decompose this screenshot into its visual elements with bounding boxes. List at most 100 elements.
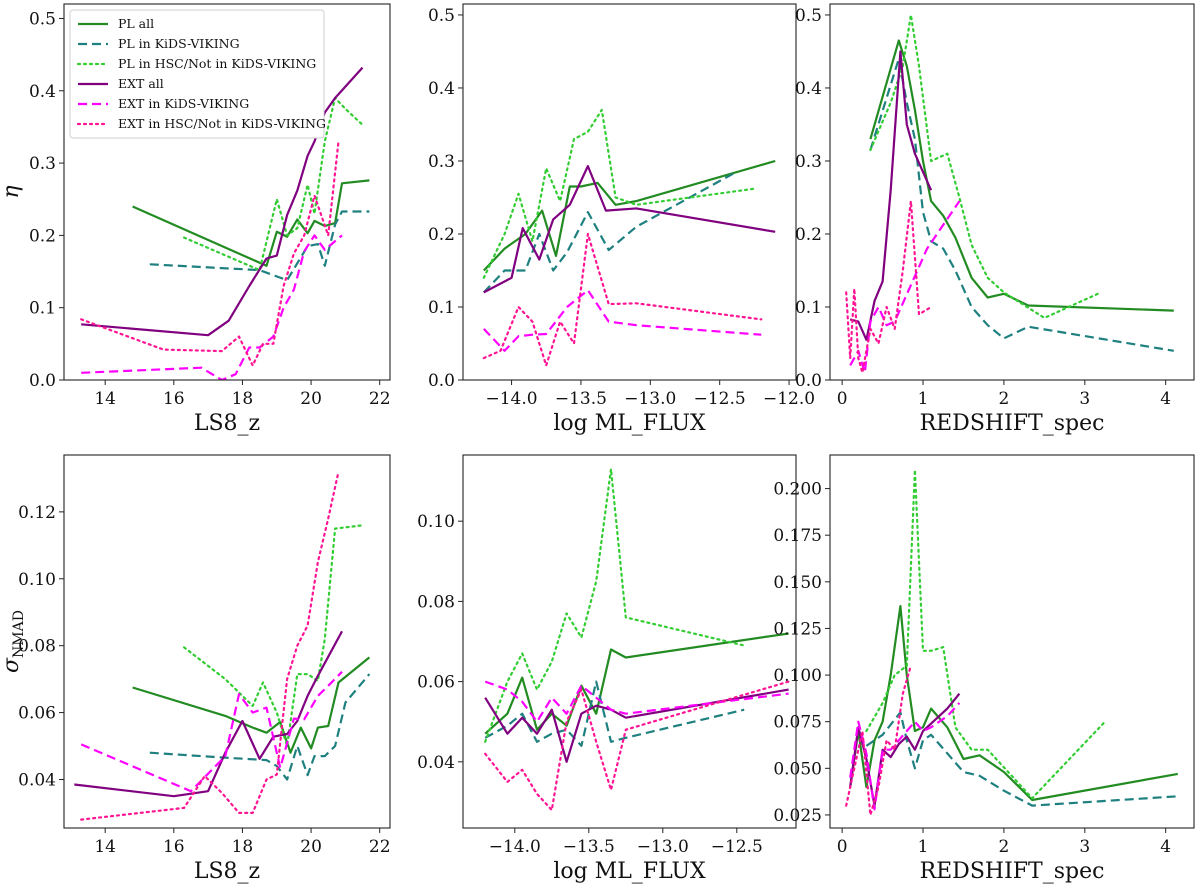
- y-tick-label: 0.5: [29, 9, 56, 29]
- y-tick-label: 0.0: [29, 371, 56, 391]
- x-axis-label: REDSHIFT_spec: [920, 859, 1105, 884]
- x-axis-label: log ML_FLUX: [553, 859, 706, 884]
- y-axis-label: η: [0, 185, 24, 198]
- y-axis-label: σNMAD: [0, 610, 27, 673]
- y-tick-label: 0.125: [773, 619, 822, 639]
- panel-top-middle: −14.0 −13.5 −13.0 −12.5 −12.0 0.0 0.1 0.2 0.3 0.4…: [428, 3, 815, 436]
- series-line-pl-in-kids-viking: [484, 680, 745, 747]
- y-tick-label: 0.2: [29, 226, 56, 246]
- axes-frame: [462, 454, 797, 829]
- y-tick-label: 0.1: [428, 298, 455, 318]
- panel-bottom-left: 14 16 18 20 22 0.04 0.06 0.08 0.10 0.12 LS8_z σNMAD: [0, 454, 391, 884]
- x-tick-label: 1: [918, 837, 929, 857]
- series-line-pl-in-hsc-not-in-kids-viking: [869, 13, 1103, 319]
- series-line-ext-in-hsc-not-in-kids-viking: [845, 664, 913, 817]
- x-tick-label: 14: [94, 389, 116, 409]
- series-line-ext-all: [74, 630, 343, 798]
- series-group: [845, 13, 1174, 374]
- y-tick-label: 0.08: [18, 637, 56, 657]
- series-line-ext-all: [849, 50, 933, 341]
- x-tick-label: 4: [1160, 837, 1171, 857]
- y-tick-label: 0.200: [773, 480, 822, 500]
- legend-item-ext-in-hsc-not-in-kids-viking: EXT in HSC/Not in KiDS-VIKING: [76, 116, 326, 131]
- y-tick-label: 0.0: [795, 371, 822, 391]
- series-group: [482, 108, 776, 367]
- x-tick-label: 22: [369, 837, 391, 857]
- legend-label: PL all: [118, 16, 154, 31]
- series-line-ext-in-kids-viking: [484, 680, 789, 723]
- y-tick-label: 0.3: [795, 152, 822, 172]
- y-tick-label: 0.0: [428, 371, 455, 391]
- series-line-pl-all: [849, 604, 1178, 802]
- legend-item-pl-in-hsc-not-in-kids-viking: PL in HSC/Not in KiDS-VIKING: [76, 56, 316, 71]
- x-tick-label: −13.0: [624, 389, 676, 409]
- y-tick-label: 0.5: [795, 6, 822, 26]
- y-tick-label: 0.06: [18, 704, 56, 724]
- series-line-pl-in-kids-viking: [869, 57, 1174, 352]
- x-tick-label: −12.5: [711, 837, 763, 857]
- x-tick-label: 2: [998, 389, 1009, 409]
- series-group: [484, 467, 790, 812]
- y-tick-label: 0.04: [417, 753, 455, 773]
- y-tick-label: 0.12: [18, 503, 56, 523]
- legend: PL all PL in KiDS-VIKING PL in HSC/Not in …: [69, 9, 326, 139]
- series-line-pl-in-hsc-not-in-kids-viking: [484, 467, 746, 743]
- x-tick-label: −12.0: [763, 389, 815, 409]
- y-tick-label: 0.4: [29, 82, 56, 102]
- y-tick-label: 0.06: [417, 673, 455, 693]
- x-tick-label: 2: [998, 837, 1009, 857]
- x-tick-label: 3: [1079, 389, 1090, 409]
- y-tick-label: 0.3: [29, 154, 56, 174]
- x-tick-label: 3: [1079, 837, 1090, 857]
- legend-item-ext-in-kids-viking: EXT in KiDS-VIKING: [78, 96, 249, 111]
- y-tick-label: 0.1: [29, 299, 56, 319]
- x-tick-label: 0: [837, 389, 848, 409]
- y-tick-label: 0.150: [773, 573, 822, 593]
- panel-top-right: 0 1 2 3 4 0.0 0.1 0.2 0.3 0.4 0.5 REDSHIFT_spec: [795, 3, 1195, 436]
- series-group: [845, 468, 1178, 817]
- legend-box: [69, 9, 325, 139]
- axes-frame: [63, 454, 391, 829]
- series-line-pl-all: [132, 656, 371, 754]
- x-tick-label: −14.0: [489, 837, 541, 857]
- series-group: [80, 66, 370, 380]
- axes-frame: [829, 3, 1195, 381]
- series-line-pl-all: [869, 39, 1174, 312]
- series-line-pl-in-hsc-not-in-kids-viking: [865, 468, 1107, 800]
- series-line-ext-in-hsc-not-in-kids-viking: [80, 470, 340, 821]
- y-tick-label: 0.1: [795, 298, 822, 318]
- y-tick-label: 0.050: [773, 759, 822, 779]
- y-tick-label: 0.100: [773, 666, 822, 686]
- series-line-ext-in-kids-viking: [849, 702, 961, 811]
- series-line-pl-in-hsc-not-in-kids-viking: [183, 96, 364, 272]
- series-line-ext-all: [81, 66, 364, 337]
- legend-label: PL in KiDS-VIKING: [118, 36, 240, 51]
- x-tick-label: −13.5: [563, 837, 615, 857]
- legend-label: EXT all: [118, 76, 164, 91]
- y-tick-label: 0.5: [428, 6, 455, 26]
- y-tick-label: 0.04: [18, 770, 56, 790]
- panel-bottom-right: 0 1 2 3 4 0.025 0.050 0.075 0.100 0.125 0.150 0.175…: [773, 454, 1195, 884]
- y-tick-label: 0.10: [18, 570, 56, 590]
- x-tick-label: 18: [232, 837, 254, 857]
- series-line-ext-in-kids-viking: [80, 671, 343, 793]
- x-axis-label: LS8_z: [194, 411, 260, 436]
- x-axis-label: REDSHIFT_spec: [920, 411, 1105, 436]
- series-line-pl-in-kids-viking: [149, 210, 370, 282]
- series-group: [74, 470, 371, 821]
- y-tick-label: 0.2: [428, 225, 455, 245]
- x-axis-label: LS8_z: [194, 859, 260, 884]
- series-line-pl-all: [483, 159, 776, 272]
- y-tick-label: 0.025: [773, 806, 822, 826]
- x-tick-label: 20: [300, 389, 322, 409]
- series-line-ext-all: [484, 688, 789, 763]
- series-line-pl-in-kids-viking: [865, 711, 1178, 807]
- series-line-ext-in-hsc-not-in-kids-viking: [80, 140, 340, 367]
- panel-top-left: 14 16 18 20 22 0.0 0.1 0.2 0.3 0.4 0.5 LS8_z η: [0, 3, 391, 436]
- y-tick-label: 0.175: [773, 526, 822, 546]
- x-tick-label: −13.0: [637, 837, 689, 857]
- series-line-ext-in-kids-viking: [483, 289, 762, 352]
- x-tick-label: −13.5: [555, 389, 607, 409]
- series-line-ext-all: [849, 693, 961, 807]
